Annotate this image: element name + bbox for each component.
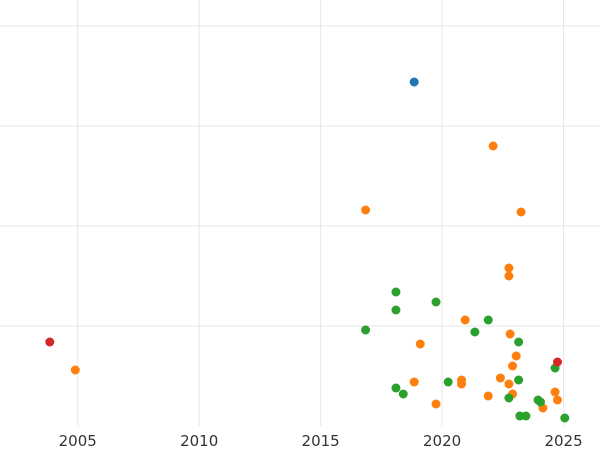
data-point-series-1 (504, 379, 514, 389)
data-point-series-2 (443, 377, 453, 387)
data-point-series-1 (504, 271, 514, 281)
data-point-series-2 (470, 327, 480, 337)
data-point-series-1 (504, 263, 514, 273)
data-points (45, 77, 570, 423)
data-point-series-2 (391, 383, 401, 393)
data-point-series-1 (483, 391, 493, 401)
data-point-series-1 (505, 329, 515, 339)
data-point-series-1 (431, 399, 441, 409)
x-tick-label: 2025 (544, 432, 582, 450)
data-point-series-2 (521, 411, 531, 421)
data-point-series-1 (511, 351, 521, 361)
x-tick-label: 2020 (423, 432, 461, 450)
data-point-series-2 (514, 375, 524, 385)
data-point-series-1 (361, 205, 371, 215)
data-point-series-2 (431, 297, 441, 307)
x-tick-label: 2005 (59, 432, 97, 450)
data-point-series-2 (560, 413, 570, 423)
data-point-series-1 (550, 387, 560, 397)
data-point-series-1 (457, 375, 467, 385)
data-point-series-1 (409, 377, 419, 387)
data-point-series-1 (70, 365, 80, 375)
data-point-series-1 (552, 395, 562, 405)
data-point-series-2 (514, 337, 524, 347)
data-point-series-3 (552, 357, 562, 367)
data-point-series-1 (508, 361, 518, 371)
data-point-series-1 (460, 315, 470, 325)
data-point-series-1 (415, 339, 425, 349)
data-point-series-2 (361, 325, 371, 335)
data-point-series-2 (483, 315, 493, 325)
data-point-series-2 (535, 397, 545, 407)
data-point-series-1 (488, 141, 498, 151)
grid (0, 0, 600, 426)
data-point-series-1 (516, 207, 526, 217)
x-tick-label: 2010 (180, 432, 218, 450)
data-point-series-2 (391, 287, 401, 297)
data-point-series-1 (495, 373, 505, 383)
data-point-series-2 (391, 305, 401, 315)
x-axis-tick-labels: 2005 2010 2015 2020 2025 (59, 432, 583, 450)
data-point-series-0 (409, 77, 419, 87)
x-tick-label: 2015 (302, 432, 340, 450)
data-point-series-2 (504, 393, 514, 403)
data-point-series-2 (398, 389, 408, 399)
data-point-series-3 (45, 337, 55, 347)
